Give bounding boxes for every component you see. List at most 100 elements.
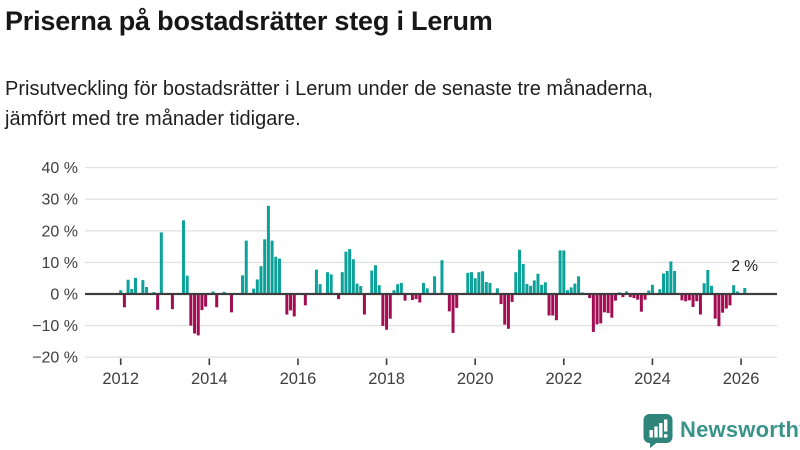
bar <box>159 232 163 294</box>
subtitle-line-1: Prisutveckling för bostadsrätter i Lerum… <box>5 78 654 100</box>
bar-chart-speech-bubble-icon <box>643 414 673 448</box>
bar <box>543 282 547 294</box>
bar <box>318 284 322 294</box>
bar <box>606 294 610 313</box>
bar <box>355 283 359 294</box>
bar <box>119 290 123 294</box>
bar <box>344 251 348 294</box>
bar <box>410 294 414 301</box>
bar <box>392 290 396 294</box>
bar <box>399 282 403 294</box>
bar <box>381 294 385 326</box>
x-tick-label: 2016 <box>280 370 317 388</box>
bar <box>141 280 145 294</box>
bar <box>329 274 333 294</box>
bar <box>196 294 200 336</box>
brand-name: Newsworthy <box>680 417 800 442</box>
bar <box>673 270 677 294</box>
y-tick-label: −10 % <box>32 318 78 335</box>
bar <box>385 294 389 330</box>
bar <box>658 289 662 294</box>
bar <box>525 283 529 294</box>
bar <box>266 205 270 294</box>
bar <box>728 294 732 306</box>
bar <box>466 272 470 294</box>
bar <box>698 294 702 315</box>
bar <box>447 294 451 312</box>
bar <box>562 250 566 294</box>
chart-subtitle: Prisutveckling för bostadsrätter i Lerum… <box>5 74 653 134</box>
bar <box>222 291 226 294</box>
bar <box>695 294 699 302</box>
bar <box>735 291 739 294</box>
bar <box>211 291 215 294</box>
bar <box>724 294 728 309</box>
bar <box>610 294 614 318</box>
bar <box>156 294 160 310</box>
bar <box>277 258 281 294</box>
bar <box>484 281 488 294</box>
bar <box>455 294 459 308</box>
bar <box>285 294 289 315</box>
bar <box>577 276 581 294</box>
bar <box>614 294 618 301</box>
bar <box>588 294 592 299</box>
bar <box>314 269 318 294</box>
bar <box>451 294 455 333</box>
bar <box>181 220 185 294</box>
bar <box>536 273 540 294</box>
bar <box>193 294 197 334</box>
bar <box>632 294 636 299</box>
bar <box>569 287 573 294</box>
bar <box>421 282 425 294</box>
bar <box>351 259 355 294</box>
bar <box>200 294 204 311</box>
zero-axis-line <box>85 292 777 296</box>
bar <box>625 291 629 294</box>
bar <box>662 273 666 294</box>
bar <box>488 282 492 294</box>
bar <box>628 294 632 298</box>
bar <box>643 294 647 300</box>
x-tick-label: 2018 <box>368 370 405 388</box>
bar <box>518 249 522 294</box>
bar <box>348 249 352 294</box>
bar <box>252 288 256 294</box>
bar <box>388 294 392 319</box>
bar <box>403 294 407 301</box>
bar <box>495 288 499 294</box>
bar <box>650 284 654 294</box>
bar <box>529 285 533 294</box>
bar <box>373 265 377 294</box>
y-tick-label: 30 % <box>42 192 78 209</box>
bar <box>665 270 669 294</box>
bar <box>414 294 418 300</box>
y-tick-label: 20 % <box>42 223 78 240</box>
bar <box>532 280 536 294</box>
bar <box>669 261 673 294</box>
bar <box>551 294 555 316</box>
bar <box>418 294 422 303</box>
bar <box>396 284 400 294</box>
page-title: Priserna på bostadsrätter steg i Lerum <box>5 6 493 36</box>
bar <box>377 285 381 294</box>
bar <box>292 294 296 317</box>
bar <box>732 285 736 294</box>
bar <box>469 272 473 294</box>
bar <box>481 271 485 294</box>
bar <box>215 294 219 308</box>
bar <box>274 256 278 294</box>
bar <box>440 260 444 294</box>
bar <box>189 294 193 326</box>
bar <box>621 294 625 298</box>
bar <box>303 294 307 306</box>
bar <box>691 294 695 307</box>
bar <box>170 294 174 310</box>
bar <box>473 278 477 294</box>
bar <box>547 294 551 316</box>
bar <box>743 287 747 294</box>
bar <box>717 294 721 327</box>
bar <box>337 294 341 300</box>
bar <box>503 294 507 325</box>
